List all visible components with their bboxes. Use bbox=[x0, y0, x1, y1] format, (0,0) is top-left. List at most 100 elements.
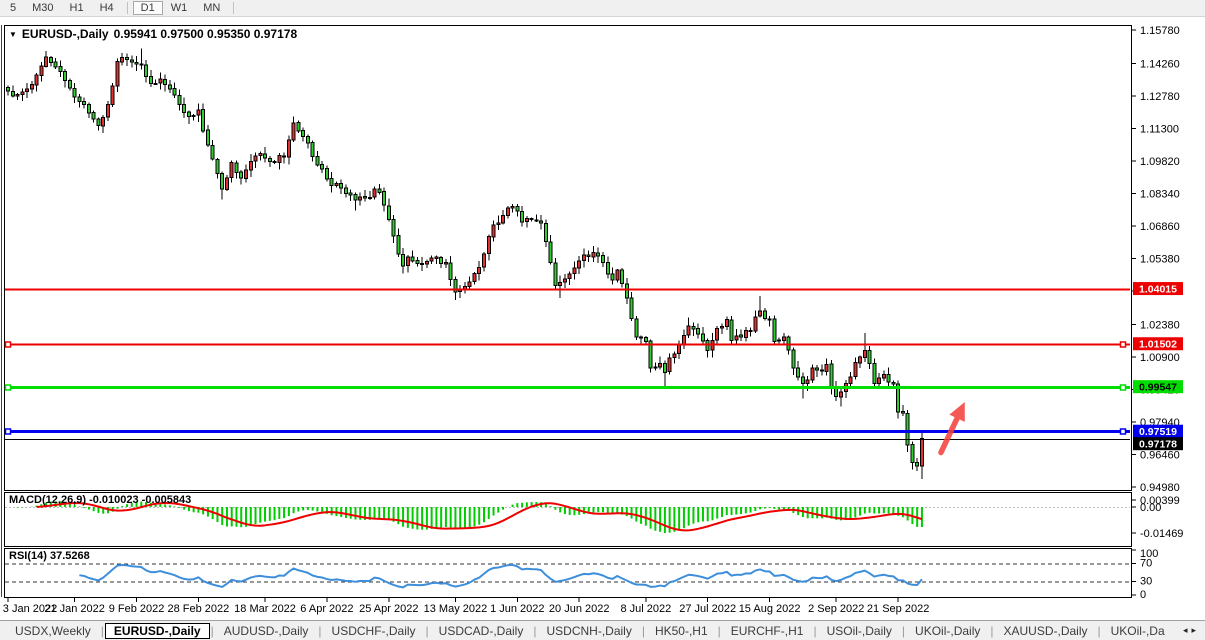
svg-text:0.97178: 0.97178 bbox=[1139, 439, 1177, 451]
price-badge-current: 0.97178 bbox=[1133, 437, 1183, 451]
tab-ukoil-da[interactable]: UKOil-,Da bbox=[1110, 623, 1165, 638]
svg-text:13 May 2022: 13 May 2022 bbox=[424, 603, 488, 615]
svg-text:27 Jul 2022: 27 Jul 2022 bbox=[679, 603, 736, 615]
svg-text:1.05380: 1.05380 bbox=[1140, 254, 1180, 266]
tab-usoil-daily[interactable]: USOil-,Daily bbox=[826, 623, 892, 638]
svg-text:28 Feb 2022: 28 Feb 2022 bbox=[168, 603, 230, 615]
trend-arrow-annotation[interactable] bbox=[938, 401, 965, 456]
tab-eurusd-daily[interactable]: EURUSD-,Daily bbox=[104, 622, 210, 639]
hline-0.99547[interactable] bbox=[4, 384, 1130, 391]
hline-1.01502[interactable] bbox=[4, 341, 1130, 348]
svg-text:15 Aug 2022: 15 Aug 2022 bbox=[739, 603, 801, 615]
svg-text:30: 30 bbox=[1140, 576, 1152, 588]
tab-separator: | bbox=[210, 623, 214, 638]
svg-text:1.08340: 1.08340 bbox=[1140, 189, 1180, 201]
svg-text:6 Apr 2022: 6 Apr 2022 bbox=[300, 603, 353, 615]
price-axis[interactable]: 1.15780 1.14260 1.12780 1.11300 1.09820 1.083… bbox=[1131, 25, 1180, 494]
tab-xauusd-daily[interactable]: XAUUSD-,Daily bbox=[1003, 623, 1088, 638]
svg-text:1.15780: 1.15780 bbox=[1140, 25, 1180, 37]
timeframe-button-5[interactable]: 5 bbox=[10, 2, 17, 14]
price-pane[interactable] bbox=[4, 25, 1132, 491]
hline-handle[interactable] bbox=[1119, 384, 1127, 391]
svg-text:21 Sep 2022: 21 Sep 2022 bbox=[867, 603, 929, 615]
svg-text:-0.01469: -0.01469 bbox=[1140, 528, 1183, 540]
svg-text:25 Apr 2022: 25 Apr 2022 bbox=[359, 603, 418, 615]
tab-separator: | bbox=[318, 623, 322, 638]
tab-separator: | bbox=[641, 623, 645, 638]
svg-text:1.06860: 1.06860 bbox=[1140, 221, 1180, 233]
macd-signal-line bbox=[36, 502, 923, 532]
hline-handle[interactable] bbox=[1119, 428, 1127, 435]
price-badge-1.04015: 1.04015 bbox=[1133, 282, 1183, 296]
tab-separator: | bbox=[425, 623, 429, 638]
svg-text:1.11300: 1.11300 bbox=[1140, 124, 1179, 136]
tab-eurchf-h1[interactable]: EURCHF-,H1 bbox=[730, 623, 804, 638]
svg-text:18 Mar 2022: 18 Mar 2022 bbox=[234, 603, 296, 615]
tab-hk50-h1[interactable]: HK50-,H1 bbox=[654, 623, 708, 638]
svg-text:21 Jan 2022: 21 Jan 2022 bbox=[44, 603, 105, 615]
macd-histogram bbox=[16, 501, 923, 533]
tab-usdcnh-daily[interactable]: USDCNH-,Daily bbox=[546, 623, 632, 638]
macd-pane[interactable] bbox=[4, 492, 1132, 547]
tab-scroll-arrows-icon[interactable]: ◂▸ bbox=[1182, 625, 1200, 635]
svg-text:0.00: 0.00 bbox=[1140, 502, 1161, 514]
tab-separator: | bbox=[901, 623, 906, 638]
svg-text:1.01502: 1.01502 bbox=[1139, 339, 1177, 351]
toolbar-separator bbox=[233, 2, 235, 14]
tab-audusd-daily[interactable]: AUDUSD-,Daily bbox=[223, 623, 309, 638]
timeframe-button-h4[interactable]: H4 bbox=[99, 2, 114, 14]
tab-usdchf-daily[interactable]: USDCHF-,Daily bbox=[331, 623, 416, 638]
timeframe-button-m30[interactable]: M30 bbox=[32, 2, 54, 14]
timeframe-button-mn[interactable]: MN bbox=[203, 2, 221, 14]
tab-separator: | bbox=[813, 623, 817, 638]
price-badge-0.99547: 0.99547 bbox=[1133, 380, 1183, 394]
svg-text:0.97519: 0.97519 bbox=[1139, 426, 1177, 438]
rsi-line bbox=[79, 563, 923, 589]
svg-text:1 Jun 2022: 1 Jun 2022 bbox=[490, 603, 544, 615]
tab-separator: | bbox=[717, 623, 721, 638]
tab-separator: | bbox=[990, 623, 994, 638]
symbol-tab-bar: USDX,Weekly | EURUSD-,Daily | AUDUSD-,Daily |… bbox=[0, 620, 1205, 640]
tab-usdx-weekly[interactable]: USDX,Weekly bbox=[15, 623, 91, 638]
price-badge-1.01502: 1.01502 bbox=[1133, 337, 1183, 351]
timeframe-toolbar: 5 M30 H1 H4 D1 W1 MN bbox=[0, 0, 1205, 17]
svg-text:0.94980: 0.94980 bbox=[1140, 482, 1180, 494]
svg-text:2 Sep 2022: 2 Sep 2022 bbox=[808, 603, 864, 615]
hline-handle[interactable] bbox=[4, 428, 12, 435]
price-badge-0.97519: 0.97519 bbox=[1133, 424, 1183, 438]
svg-text:3 Jan 2022: 3 Jan 2022 bbox=[3, 603, 57, 615]
timeframe-button-w1[interactable]: W1 bbox=[170, 2, 188, 14]
svg-text:0: 0 bbox=[1140, 589, 1146, 601]
svg-text:70: 70 bbox=[1140, 558, 1152, 570]
hline-0.97519[interactable] bbox=[4, 428, 1130, 435]
svg-text:20 Jun 2022: 20 Jun 2022 bbox=[549, 603, 610, 615]
tab-separator: | bbox=[1097, 623, 1101, 638]
timeframe-button-h1[interactable]: H1 bbox=[69, 2, 84, 14]
svg-text:0.96460: 0.96460 bbox=[1140, 449, 1180, 461]
svg-text:1.12780: 1.12780 bbox=[1140, 91, 1180, 103]
tab-ukoil-daily[interactable]: UKOil-,Daily bbox=[915, 623, 981, 638]
svg-text:8 Jul 2022: 8 Jul 2022 bbox=[620, 603, 671, 615]
rsi-pane[interactable] bbox=[4, 548, 1132, 598]
hline-handle[interactable] bbox=[4, 384, 12, 391]
hline-handle[interactable] bbox=[4, 341, 12, 348]
svg-text:0.99547: 0.99547 bbox=[1139, 382, 1177, 394]
tab-separator: | bbox=[533, 623, 537, 638]
svg-text:1.04015: 1.04015 bbox=[1139, 284, 1177, 296]
svg-text:1.02380: 1.02380 bbox=[1140, 319, 1180, 331]
svg-text:100: 100 bbox=[1140, 548, 1158, 560]
svg-text:1.09820: 1.09820 bbox=[1140, 156, 1180, 168]
toolbar-separator bbox=[126, 2, 128, 14]
svg-text:1.14260: 1.14260 bbox=[1140, 59, 1180, 71]
timeframe-button-d1[interactable]: D1 bbox=[132, 1, 163, 15]
tab-separator: | bbox=[100, 623, 104, 638]
svg-text:0.00399: 0.00399 bbox=[1140, 495, 1180, 507]
svg-text:9 Feb 2022: 9 Feb 2022 bbox=[109, 603, 165, 615]
hline-handle[interactable] bbox=[1119, 341, 1127, 348]
svg-text:1.00900: 1.00900 bbox=[1140, 352, 1180, 364]
tab-usdcad-daily[interactable]: USDCAD-,Daily bbox=[438, 623, 524, 638]
